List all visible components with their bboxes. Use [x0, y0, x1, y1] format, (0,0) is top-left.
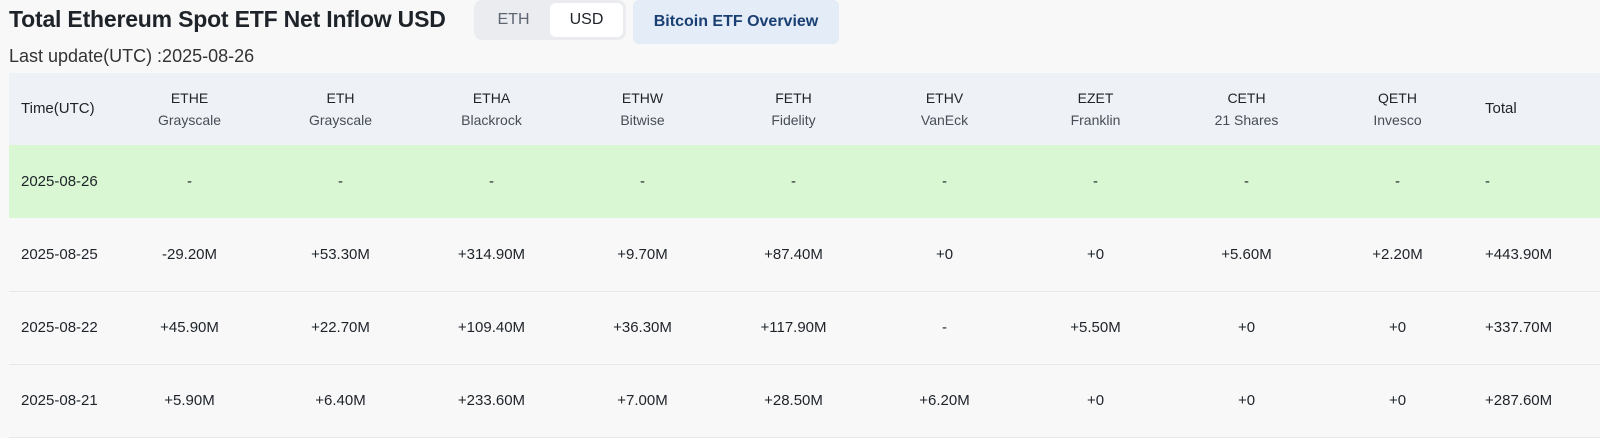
- flow-cell-ceth: -: [1244, 173, 1249, 190]
- flow-cell-ezet: +5.50M: [1070, 319, 1121, 336]
- flow-cell-ethe: +45.90M: [160, 319, 219, 336]
- flow-cell-qeth: +0: [1388, 319, 1407, 336]
- flow-cell-ezet: +0: [1086, 245, 1105, 263]
- flow-cell-ezet: -: [1093, 173, 1098, 190]
- flow-cell-ethw: +36.30M: [613, 319, 672, 336]
- table-header-row: Time(UTC) ETHE Grayscale ETH Grayscale ETHA B…: [9, 73, 1600, 145]
- flow-cell-etha: -: [489, 173, 494, 190]
- last-update-text: Last update(UTC) :2025-08-26: [9, 46, 255, 66]
- fund-issuer: Grayscale: [308, 112, 373, 128]
- flow-cell-feth: -: [791, 173, 796, 190]
- fund-issuer: Fidelity: [771, 112, 816, 128]
- table-row: 2025-08-22 +45.90M +22.70M +109.40M +36.30M +…: [9, 291, 1600, 364]
- row-total: -: [1485, 173, 1490, 190]
- flow-cell-eth: +22.70M: [311, 319, 370, 336]
- flow-cell-ethv: +0: [935, 245, 954, 263]
- fund-ticker: EZET: [1077, 90, 1114, 106]
- flow-cell-ethe: -29.20M: [161, 245, 218, 263]
- flow-cell-feth: +87.40M: [764, 245, 823, 263]
- table-row: 2025-08-26 - - - - - - - - - -: [9, 145, 1600, 218]
- etf-flow-table: Time(UTC) ETHE Grayscale ETH Grayscale ETHA B…: [9, 73, 1600, 438]
- flow-cell-eth: +53.30M: [311, 245, 370, 263]
- column-header-etha: ETHA Blackrock: [416, 73, 567, 145]
- column-header-qeth: QETH Invesco: [1322, 73, 1473, 145]
- fund-issuer: Invesco: [1373, 112, 1422, 128]
- flow-cell-qeth: +0: [1388, 392, 1407, 409]
- fund-ticker: ETHW: [621, 90, 664, 106]
- flow-cell-etha: +233.60M: [457, 392, 526, 409]
- column-header-ethe: ETHE Grayscale: [114, 73, 265, 145]
- table-row: 2025-08-25 -29.20M +53.30M +314.90M +9.70M +8…: [9, 218, 1600, 291]
- column-header-ezet: EZET Franklin: [1020, 73, 1171, 145]
- row-date: 2025-08-26: [21, 173, 98, 190]
- fund-ticker: FETH: [775, 90, 812, 106]
- flow-cell-ethw: +9.70M: [617, 245, 668, 263]
- flow-cell-ethe: +5.90M: [164, 392, 215, 409]
- column-header-eth: ETH Grayscale: [265, 73, 416, 145]
- column-header-time: Time(UTC): [21, 100, 95, 117]
- fund-issuer: Bitwise: [620, 112, 665, 128]
- row-date: 2025-08-22: [21, 319, 98, 336]
- toggle-eth-button[interactable]: ETH: [497, 11, 530, 28]
- flow-cell-ceth: +0: [1237, 319, 1256, 336]
- flow-cell-ethw: -: [640, 173, 645, 190]
- table-body: 2025-08-26 - - - - - - - - - - 2025-08-25 -29.20M +53…: [9, 145, 1600, 437]
- row-total: +337.70M: [1485, 319, 1553, 336]
- unit-toggle: ETH USD: [474, 0, 626, 40]
- flow-cell-feth: +117.90M: [760, 319, 827, 336]
- table-row: 2025-08-21 +5.90M +6.40M +233.60M +7.00M +28.…: [9, 364, 1600, 437]
- flow-cell-qeth: +2.20M: [1372, 245, 1423, 263]
- fund-issuer: Franklin: [1070, 112, 1121, 128]
- toggle-usd-button[interactable]: USD: [550, 3, 623, 37]
- fund-issuer: VanEck: [920, 112, 969, 128]
- flow-cell-ethv: -: [942, 173, 947, 190]
- column-header-ceth: CETH 21 Shares: [1171, 73, 1322, 145]
- flow-cell-ethv: +6.20M: [919, 392, 970, 409]
- fund-issuer: Blackrock: [461, 112, 522, 128]
- fund-ticker: CETH: [1227, 90, 1266, 106]
- fund-issuer: Grayscale: [157, 112, 222, 128]
- flow-cell-feth: +28.50M: [764, 392, 823, 409]
- flow-cell-ethv: -: [942, 319, 947, 336]
- fund-issuer: 21 Shares: [1214, 112, 1279, 128]
- flow-cell-eth: +6.40M: [315, 392, 366, 409]
- flow-cell-etha: +109.40M: [457, 319, 526, 336]
- flow-cell-eth: -: [338, 173, 343, 190]
- row-date: 2025-08-21: [21, 392, 98, 409]
- row-total: +443.90M: [1485, 245, 1553, 263]
- flow-cell-ethe: -: [187, 173, 192, 190]
- fund-ticker: ETHE: [170, 90, 209, 106]
- column-header-total: Total: [1485, 100, 1517, 117]
- column-header-ethv: ETHV VanEck: [869, 73, 1020, 145]
- bitcoin-etf-overview-button[interactable]: Bitcoin ETF Overview: [633, 0, 839, 44]
- row-total: +287.60M: [1485, 392, 1553, 409]
- flow-cell-qeth: -: [1395, 173, 1400, 190]
- page-title: Total Ethereum Spot ETF Net Inflow USD: [9, 6, 446, 32]
- row-date: 2025-08-25: [21, 245, 98, 263]
- fund-ticker: QETH: [1378, 90, 1417, 106]
- flow-cell-ezet: +0: [1086, 392, 1105, 409]
- column-header-ethw: ETHW Bitwise: [567, 73, 718, 145]
- flow-cell-ceth: +0: [1237, 392, 1256, 409]
- flow-cell-etha: +314.90M: [457, 245, 526, 263]
- column-header-feth: FETH Fidelity: [718, 73, 869, 145]
- flow-cell-ethw: +7.00M: [617, 392, 668, 409]
- flow-cell-ceth: +5.60M: [1221, 245, 1272, 263]
- fund-ticker: ETH: [326, 90, 355, 106]
- fund-ticker: ETHA: [472, 90, 511, 106]
- fund-ticker: ETHV: [925, 90, 964, 106]
